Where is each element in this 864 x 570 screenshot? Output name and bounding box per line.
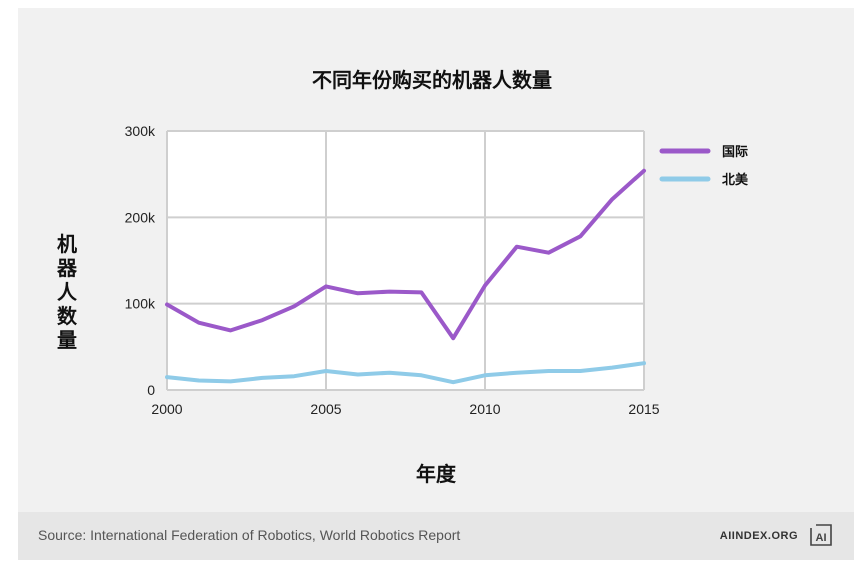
y-tick-label: 200k <box>125 209 156 225</box>
ai-index-logo-icon: AI <box>810 524 832 546</box>
footer-bar: Source: International Federation of Robo… <box>18 512 854 560</box>
source-text: Source: International Federation of Robo… <box>38 527 461 543</box>
brand-link[interactable]: AIINDEX.ORG <box>719 530 798 542</box>
x-tick-label: 2005 <box>310 401 341 417</box>
series-lines <box>165 168 646 385</box>
x-tick-label: 2000 <box>151 401 182 417</box>
x-tick-label: 2010 <box>469 401 500 417</box>
y-tick-label: 0 <box>147 382 155 398</box>
y-tick-label: 100k <box>125 296 156 312</box>
x-tick-label: 2015 <box>628 401 659 417</box>
axis-tick-labels: 0 100k 200k 300k 2000 2005 2010 2015 <box>125 123 660 417</box>
legend-label: 国际 <box>722 145 748 160</box>
legend-label: 北美 <box>722 172 749 188</box>
grid-lines <box>166 130 645 391</box>
series-line <box>165 168 646 341</box>
series-line <box>165 361 646 385</box>
svg-text:AI: AI <box>816 532 827 544</box>
chart-title: 不同年份购买的机器人数量 <box>312 68 552 92</box>
x-axis-label: 年度 <box>416 462 456 486</box>
plot-area <box>167 131 644 390</box>
y-tick-label: 300k <box>125 123 156 139</box>
y-axis-label: 机器人数量 <box>57 232 77 352</box>
